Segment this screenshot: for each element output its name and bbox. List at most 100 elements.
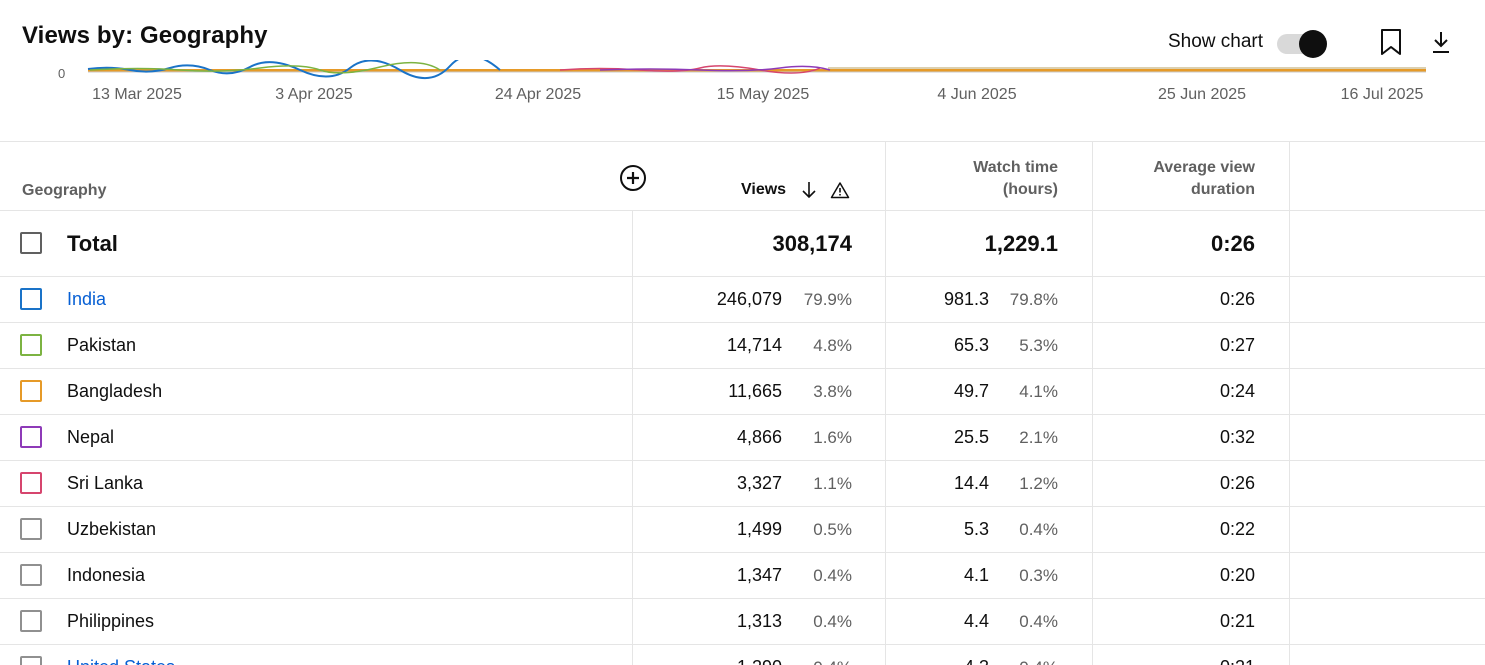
x-tick-label: 25 Jun 2025 bbox=[1157, 86, 1247, 103]
column-divider bbox=[1092, 142, 1093, 210]
views-value: 3,327 bbox=[736, 473, 782, 493]
column-divider bbox=[632, 507, 633, 552]
row-checkbox[interactable] bbox=[20, 380, 42, 402]
row-checkbox[interactable] bbox=[20, 518, 42, 540]
avg-duration-header-line1: Average view bbox=[1153, 159, 1255, 176]
column-divider bbox=[1289, 599, 1290, 644]
download-icon[interactable] bbox=[1427, 28, 1455, 56]
column-divider bbox=[1092, 461, 1093, 506]
data-rows: India 246,079 79.9% 981.3 79.8% 0:26 Pakistan 1… bbox=[0, 277, 1485, 665]
views-value: 246,079 bbox=[716, 289, 782, 309]
column-divider bbox=[1092, 645, 1093, 665]
row-checkbox[interactable] bbox=[20, 564, 42, 586]
column-divider bbox=[885, 599, 886, 644]
total-checkbox[interactable] bbox=[20, 232, 42, 254]
geography-name: Pakistan bbox=[67, 335, 137, 355]
views-value: 4,866 bbox=[736, 427, 782, 447]
column-divider bbox=[1092, 599, 1093, 644]
views-percent: 3.8% bbox=[813, 382, 852, 401]
x-tick-label: 24 Apr 2025 bbox=[494, 86, 582, 103]
watch-time-percent: 0.4% bbox=[1019, 520, 1058, 539]
views-value: 1,347 bbox=[736, 565, 782, 585]
column-header-views[interactable]: Views bbox=[741, 181, 787, 198]
avg-duration-value: 0:26 bbox=[1219, 289, 1255, 309]
avg-duration-value: 0:32 bbox=[1219, 427, 1255, 447]
x-tick-label: 4 Jun 2025 bbox=[937, 86, 1017, 103]
show-chart-toggle[interactable] bbox=[1277, 30, 1327, 58]
watch-time-value: 49.7 bbox=[953, 381, 989, 401]
watch-time-percent: 4.1% bbox=[1019, 382, 1058, 401]
avg-duration-value: 0:22 bbox=[1219, 519, 1255, 539]
avg-duration-value: 0:24 bbox=[1219, 381, 1255, 401]
column-divider bbox=[885, 369, 886, 414]
watch-time-value: 5.3 bbox=[963, 519, 989, 539]
geography-name: Philippines bbox=[67, 611, 155, 631]
watch-time-percent: 5.3% bbox=[1019, 336, 1058, 355]
column-divider bbox=[885, 461, 886, 506]
column-divider bbox=[1289, 323, 1290, 368]
x-tick-label: 16 Jul 2025 bbox=[1340, 86, 1424, 103]
table-row[interactable]: United States 1,290 0.4% 4.3 0.4% 0:21 bbox=[0, 645, 1485, 665]
views-percent: 0.4% bbox=[813, 612, 852, 631]
column-divider bbox=[632, 415, 633, 460]
table-row[interactable]: Uzbekistan 1,499 0.5% 5.3 0.4% 0:22 bbox=[0, 507, 1485, 553]
row-checkbox[interactable] bbox=[20, 334, 42, 356]
sort-descending-icon[interactable] bbox=[800, 180, 818, 200]
row-checkbox[interactable] bbox=[20, 656, 42, 665]
watch-time-percent: 0.3% bbox=[1019, 566, 1058, 585]
column-divider bbox=[1092, 211, 1093, 276]
views-value: 14,714 bbox=[726, 335, 782, 355]
table-row[interactable]: Pakistan 14,714 4.8% 65.3 5.3% 0:27 bbox=[0, 323, 1485, 369]
row-checkbox[interactable] bbox=[20, 610, 42, 632]
table-header-row: Geography Views bbox=[0, 142, 1485, 211]
watch-time-percent: 1.2% bbox=[1019, 474, 1058, 493]
bookmark-icon[interactable] bbox=[1377, 28, 1405, 56]
column-divider bbox=[885, 142, 886, 210]
watch-time-header-line2: (hours) bbox=[1002, 181, 1058, 198]
column-divider bbox=[1289, 415, 1290, 460]
column-divider bbox=[1289, 553, 1290, 598]
table-row[interactable]: Philippines 1,313 0.4% 4.4 0.4% 0:21 bbox=[0, 599, 1485, 645]
views-percent: 1.1% bbox=[813, 474, 852, 493]
column-divider bbox=[885, 507, 886, 552]
watch-time-value: 981.3 bbox=[943, 289, 989, 309]
column-divider bbox=[1092, 553, 1093, 598]
watch-time-value: 4.4 bbox=[963, 611, 989, 631]
column-divider bbox=[1289, 645, 1290, 665]
column-header-geography[interactable]: Geography bbox=[22, 182, 107, 199]
watch-time-value: 4.1 bbox=[963, 565, 989, 585]
row-checkbox[interactable] bbox=[20, 426, 42, 448]
avg-duration-value: 0:20 bbox=[1219, 565, 1255, 585]
geography-name[interactable]: United States bbox=[67, 657, 175, 665]
table-row[interactable]: India 246,079 79.9% 981.3 79.8% 0:26 bbox=[0, 277, 1485, 323]
geography-name[interactable]: India bbox=[67, 289, 107, 309]
views-percent: 0.4% bbox=[813, 658, 852, 665]
row-checkbox[interactable] bbox=[20, 472, 42, 494]
column-divider bbox=[1289, 277, 1290, 322]
views-percent: 4.8% bbox=[813, 336, 852, 355]
add-column-icon[interactable] bbox=[619, 164, 647, 192]
column-divider bbox=[632, 553, 633, 598]
column-divider bbox=[1092, 323, 1093, 368]
watch-time-value: 14.4 bbox=[953, 473, 989, 493]
column-header-watch-time[interactable]: Watch time (hours) bbox=[973, 157, 1058, 201]
column-header-avg-duration[interactable]: Average view duration bbox=[1153, 157, 1255, 201]
table-row[interactable]: Sri Lanka 3,327 1.1% 14.4 1.2% 0:26 bbox=[0, 461, 1485, 507]
row-checkbox[interactable] bbox=[20, 288, 42, 310]
geography-table: Geography Views bbox=[0, 141, 1485, 665]
table-row[interactable]: Bangladesh 11,665 3.8% 49.7 4.1% 0:24 bbox=[0, 369, 1485, 415]
column-divider bbox=[1092, 369, 1093, 414]
column-divider bbox=[885, 323, 886, 368]
show-chart-label: Show chart bbox=[1167, 31, 1263, 52]
column-divider bbox=[1289, 369, 1290, 414]
x-tick-label: 15 May 2025 bbox=[716, 86, 810, 103]
watch-time-value: 65.3 bbox=[953, 335, 989, 355]
table-row[interactable]: Indonesia 1,347 0.4% 4.1 0.3% 0:20 bbox=[0, 553, 1485, 599]
table-row[interactable]: Nepal 4,866 1.6% 25.5 2.1% 0:32 bbox=[0, 415, 1485, 461]
column-divider bbox=[1289, 507, 1290, 552]
warning-icon[interactable] bbox=[830, 181, 850, 199]
toggle-knob bbox=[1299, 30, 1327, 58]
total-views: 308,174 bbox=[772, 231, 852, 256]
views-percent: 1.6% bbox=[813, 428, 852, 447]
